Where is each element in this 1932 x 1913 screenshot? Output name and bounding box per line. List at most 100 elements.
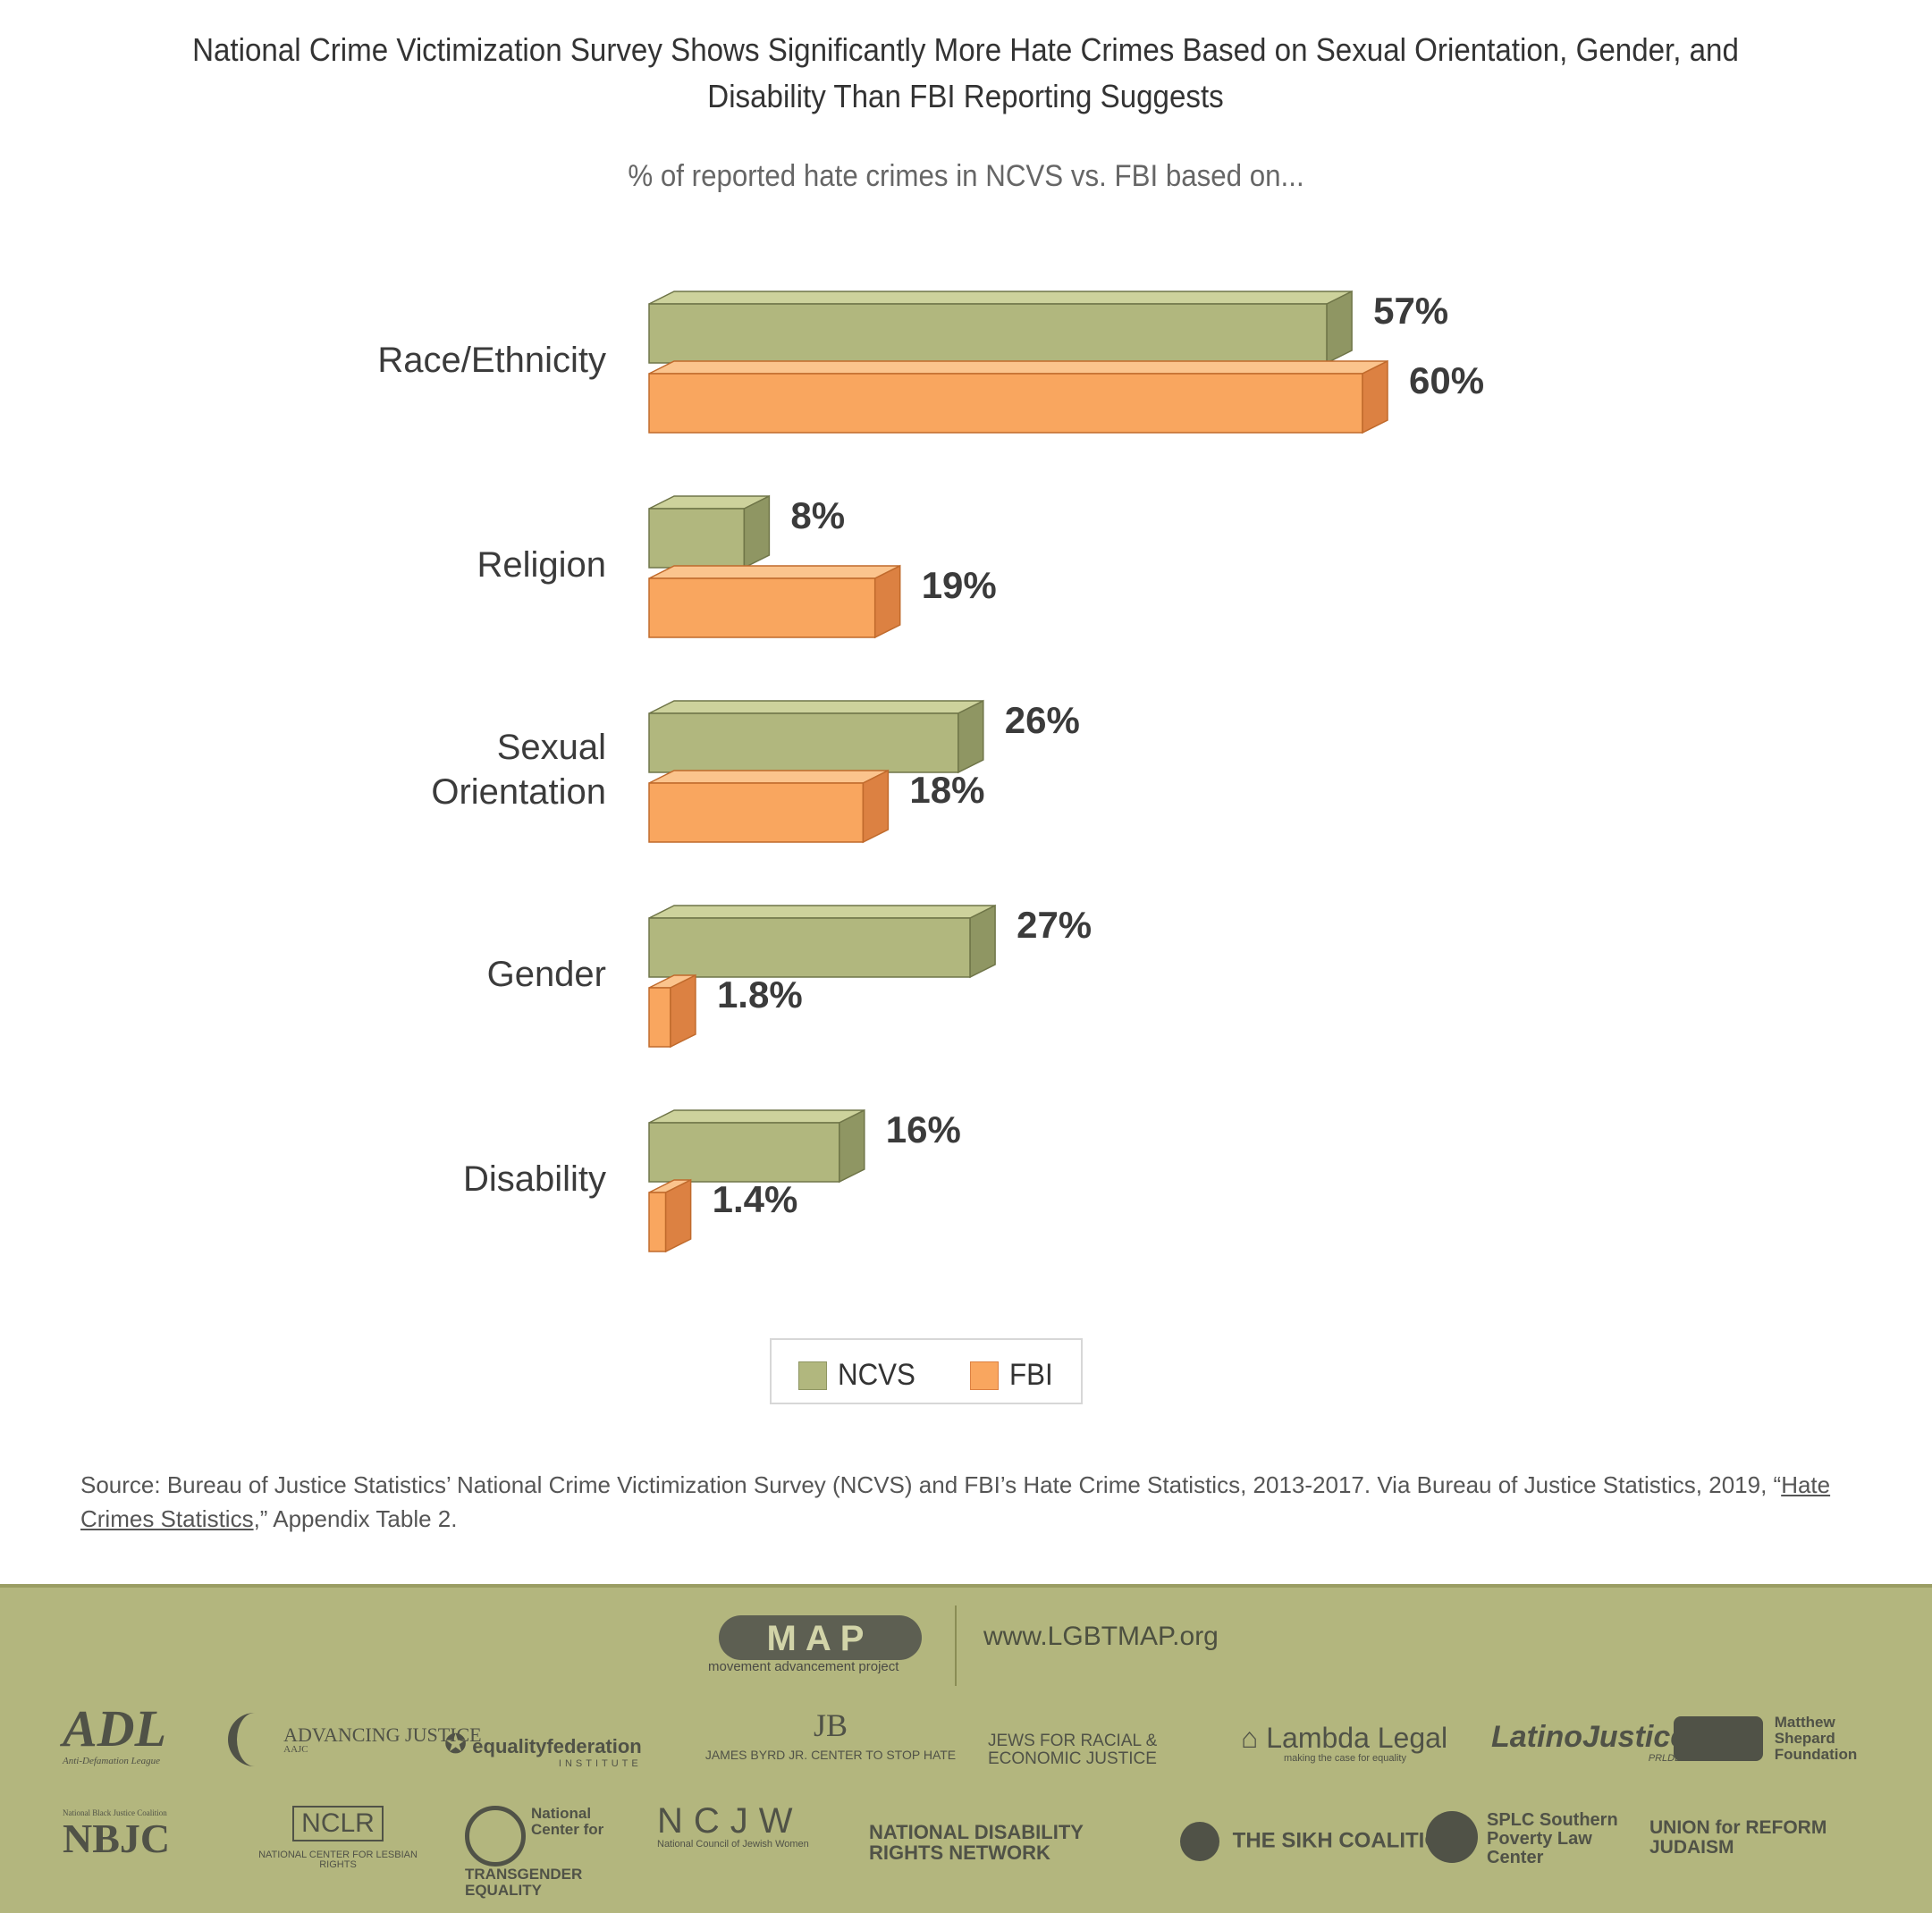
map-logo[interactable]: MAP — [715, 1605, 925, 1672]
partner-ncjw-sub: National Council of Jewish Women — [657, 1839, 809, 1850]
bar-front-face — [648, 373, 1363, 434]
bar-ncvs-disability — [648, 1108, 865, 1184]
bar-top-face — [648, 565, 901, 579]
bar-side-face — [969, 904, 996, 979]
bar-front-face — [648, 303, 1328, 364]
legend-swatch-fbi — [970, 1361, 999, 1390]
footer-divider — [955, 1605, 957, 1686]
category-label-race-ethnicity: Race/Ethnicity — [377, 341, 606, 380]
bar-side-face — [664, 1178, 692, 1253]
category-label-sexual-orientation: Sexual Orientation — [431, 728, 606, 812]
value-label-ncvs-sexual-orientation: 26% — [1005, 699, 1080, 741]
value-label-fbi-race-ethnicity: 60% — [1409, 359, 1484, 401]
footer-banner: MAP movement advancement project www.LGB… — [0, 1584, 1932, 1913]
value-label-ncvs-race-ethnicity: 57% — [1373, 290, 1448, 332]
category-label-disability: Disability — [463, 1159, 606, 1199]
scales-icon — [1426, 1811, 1478, 1863]
legend-label-fbi: FBI — [1009, 1358, 1053, 1392]
partner-latinojustice: LatinoJustice PRLDEF — [1491, 1721, 1688, 1764]
partner-ndrn-name: NATIONAL DISABILITY RIGHTS NETWORK — [869, 1821, 1084, 1865]
legend-item-ncvs: NCVS — [798, 1358, 922, 1393]
value-label-ncvs-gender: 27% — [1017, 904, 1092, 946]
bar-front-face — [648, 508, 746, 569]
partner-ncte-name: National Center for TRANSGENDER EQUALITY — [465, 1805, 604, 1899]
bar-front-face — [648, 917, 971, 978]
bar-fbi-sexual-orientation — [648, 769, 890, 844]
partner-lambda-legal: ⌂ Lambda Legal making the case for equal… — [1241, 1723, 1447, 1764]
value-label-ncvs-disability: 16% — [886, 1108, 961, 1150]
category-label-line: Disability — [463, 1159, 606, 1199]
partner-aajc-name: ADVANCING JUSTICE — [283, 1723, 482, 1746]
bar-top-face — [648, 360, 1388, 375]
partner-jfrej: JEWS FOR RACIAL & ECONOMIC JUSTICE — [988, 1732, 1211, 1768]
partner-matthew-shepard: Matthew Shepard Foundation — [1674, 1715, 1861, 1763]
partner-matthew-shepard-name: Matthew Shepard Foundation — [1774, 1714, 1858, 1763]
partner-splc-name: SPLC Southern Poverty Law Center — [1487, 1810, 1618, 1867]
partner-sikh-coalition: THE SIKH COALITION — [1180, 1822, 1456, 1861]
bar-side-face — [743, 494, 771, 569]
map-logo-text: MAP — [767, 1619, 873, 1658]
source-note: Source: Bureau of Justice Statistics’ Na… — [80, 1468, 1877, 1536]
partner-lambda-legal-sub: making the case for equality — [1284, 1752, 1406, 1764]
category-label-line: Race/Ethnicity — [377, 341, 606, 380]
jbj-icon: JB — [813, 1707, 848, 1743]
partner-lambda-legal-name: Lambda Legal — [1266, 1722, 1448, 1754]
bar-ncvs-gender — [648, 904, 996, 979]
value-label-ncvs-religion: 8% — [790, 494, 845, 536]
bar-side-face — [862, 769, 890, 844]
bar-front-face — [648, 1192, 667, 1252]
bar-fbi-race-ethnicity — [648, 359, 1388, 434]
legend-item-fbi: FBI — [970, 1358, 1057, 1393]
bar-side-face — [1326, 290, 1353, 365]
bar-top-face — [648, 770, 889, 784]
bar-ncvs-sexual-orientation — [648, 699, 984, 774]
partner-aajc-icon — [228, 1713, 269, 1766]
bar-front-face — [648, 1122, 840, 1183]
partner-nbjc-sub: National Black Justice Coalition — [63, 1808, 167, 1817]
map-url-link[interactable]: www.LGBTMAP.org — [983, 1622, 1219, 1651]
legend-label-ncvs: NCVS — [838, 1358, 915, 1392]
source-tail: ,” Appendix Table 2. — [253, 1505, 458, 1532]
bar-front-face — [648, 987, 671, 1048]
partner-jfrej-name: JEWS FOR RACIAL & ECONOMIC JUSTICE — [988, 1732, 1158, 1768]
category-label-line: Sexual — [497, 728, 606, 767]
partner-nclr-sub: NATIONAL CENTER FOR LESBIAN RIGHTS — [258, 1849, 418, 1871]
bar-chart: Race/Ethnicity 57% 60% Religion 8% 19% Sexual O… — [377, 290, 1484, 1253]
partner-adl-name: ADL — [63, 1699, 166, 1757]
bar-ncvs-race-ethnicity — [648, 290, 1353, 365]
sunburst-icon — [1674, 1715, 1763, 1761]
partner-ncjw-name: NCJW — [657, 1801, 804, 1841]
partner-adl-sub: Anti-Defamation League — [63, 1755, 161, 1766]
bar-fbi-religion — [648, 564, 901, 639]
category-label-line: Gender — [487, 955, 606, 994]
partner-ncjw: NCJW National Council of Jewish Women — [657, 1802, 836, 1850]
map-tagline: movement advancement project — [708, 1659, 899, 1674]
bar-front-face — [648, 782, 865, 843]
category-label-religion: Religion — [477, 545, 606, 585]
legend-swatch-ncvs — [798, 1361, 827, 1390]
partner-equality-federation: ✪ equalityfederation INSTITUTE — [444, 1731, 642, 1769]
partner-sikh-coalition-name: THE SIKH COALITION — [1232, 1828, 1457, 1853]
partner-latinojustice-sub: PRLDEF — [1648, 1752, 1688, 1764]
chart-legend: NCVS FBI — [770, 1338, 1083, 1404]
partner-splc: SPLC Southern Poverty Law Center — [1426, 1811, 1632, 1867]
bar-side-face — [839, 1108, 865, 1184]
bar-ncvs-religion — [648, 494, 771, 569]
category-label-gender: Gender — [487, 955, 606, 994]
bar-top-face — [648, 1109, 865, 1124]
source-text: Source: Bureau of Justice Statistics’ Na… — [80, 1471, 1782, 1498]
value-label-fbi-sexual-orientation: 18% — [909, 769, 984, 811]
bar-fbi-disability — [648, 1178, 692, 1253]
value-label-fbi-religion: 19% — [922, 564, 997, 606]
partner-aajc-sub: AAJC — [283, 1743, 308, 1755]
circle-t-icon — [465, 1806, 526, 1867]
partner-adl: ADL Anti-Defamation League — [63, 1699, 166, 1766]
partner-nclr: NCLR NATIONAL CENTER FOR LESBIAN RIGHTS — [240, 1806, 436, 1871]
bar-front-face — [648, 577, 876, 638]
partner-ndrn: NATIONAL DISABILITY RIGHTS NETWORK — [869, 1822, 1137, 1863]
source-link[interactable]: Hate Crimes Statistics — [80, 1471, 1831, 1532]
bar-fbi-gender — [648, 973, 696, 1049]
partner-nbjc: National Black Justice Coalition NBJC — [63, 1808, 170, 1861]
partner-equality-federation-name: equalityfederation — [472, 1735, 642, 1757]
partner-urj-name: UNION for REFORM JUDAISM — [1649, 1817, 1827, 1858]
